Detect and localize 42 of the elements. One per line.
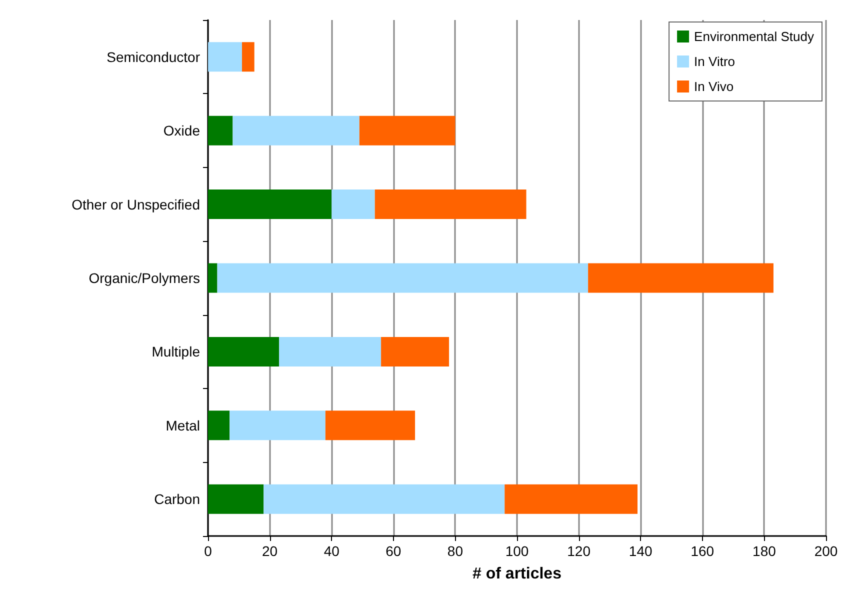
- bar: [208, 42, 242, 72]
- bar: [264, 484, 505, 514]
- x-tick-label: 0: [204, 543, 212, 559]
- x-tick-label: 180: [752, 543, 776, 559]
- bar: [242, 42, 254, 72]
- x-tick-label: 160: [690, 543, 714, 559]
- bar: [504, 484, 638, 514]
- x-tick-label: 40: [324, 543, 340, 559]
- legend-label: In Vivo: [694, 79, 734, 94]
- bar: [332, 190, 375, 220]
- y-tick-label: Multiple: [152, 344, 200, 360]
- x-tick-label: 200: [814, 543, 838, 559]
- x-axis-title: # of articles: [472, 566, 562, 582]
- bar: [588, 263, 774, 293]
- y-tick-label: Organic/Polymers: [88, 270, 200, 286]
- bar: [359, 116, 456, 146]
- bar: [208, 190, 332, 220]
- x-tick-label: 60: [386, 543, 402, 559]
- bar: [232, 116, 360, 146]
- bar: [208, 116, 233, 146]
- legend-label: Environmental Study: [694, 29, 814, 44]
- x-tick-label: 120: [567, 543, 591, 559]
- x-tick-label: 80: [447, 543, 464, 559]
- bar: [208, 410, 230, 440]
- y-tick-label: Semiconductor: [106, 48, 200, 65]
- bar: [208, 263, 218, 293]
- bar: [217, 263, 588, 293]
- x-tick-label: 100: [505, 543, 529, 559]
- bar: [279, 336, 382, 366]
- bar: [325, 410, 416, 440]
- y-tick-label: Oxide: [163, 122, 200, 139]
- y-tick-label: Metal: [166, 417, 200, 434]
- y-tick-label: Other or Unspecified: [72, 196, 200, 212]
- bar: [230, 410, 326, 440]
- legend-label: In Vitro: [694, 54, 735, 69]
- x-tick-label: 140: [628, 543, 652, 559]
- bar: [374, 190, 526, 220]
- x-tick-label: 20: [262, 543, 278, 559]
- bar: [381, 336, 450, 366]
- y-tick-label: Carbon: [154, 491, 200, 508]
- bar: [208, 484, 264, 514]
- bar: [208, 336, 280, 366]
